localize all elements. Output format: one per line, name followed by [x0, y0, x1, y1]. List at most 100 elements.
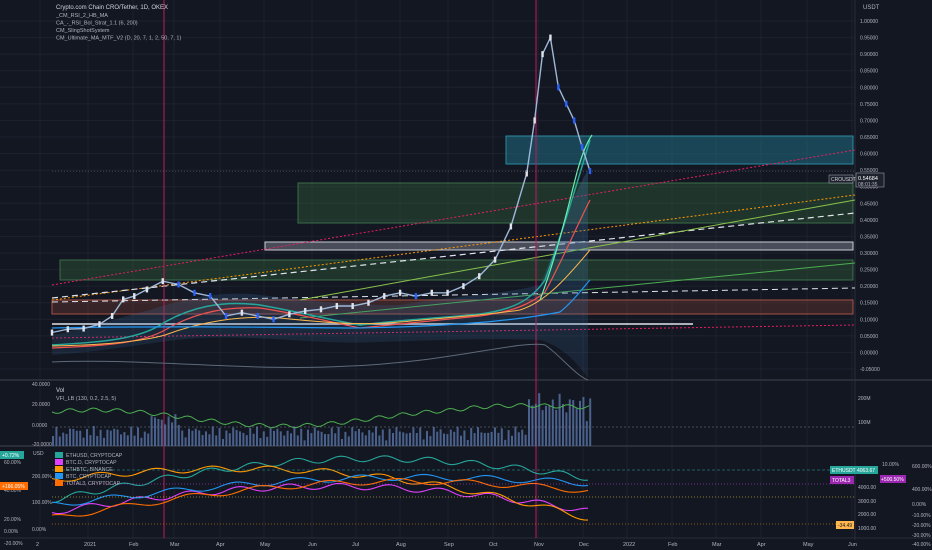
volume-bar [531, 405, 534, 446]
compare-series-line [51, 465, 589, 521]
indicator-label[interactable]: CM_Ultimate_MA_MTF_V2 (D, 20, 7, 1, 2, 5… [56, 36, 181, 42]
price-point [133, 293, 136, 300]
volume-bar [477, 427, 479, 446]
time-axis[interactable]: 2 2021 Feb Mar Apr May Jun Jul Aug Sep Oct Nov Dec 20… [36, 542, 857, 548]
volume-bar [133, 435, 136, 446]
price-point [177, 281, 180, 288]
legend-label[interactable]: BTC.D, CRYPTOCAP [66, 460, 117, 466]
volume-bar [75, 430, 78, 446]
volume-bar [344, 431, 347, 446]
volume-bar [524, 434, 527, 446]
time-tick-label: 2022 [623, 542, 635, 548]
price-tick-label: -0.05000 [860, 367, 880, 373]
volume-bar [368, 430, 371, 446]
ma-green-fast [539, 134, 593, 301]
legend-label[interactable]: ETHUSD, CRYPTOCAP [66, 453, 123, 459]
band-lower [51, 343, 589, 381]
price-point [224, 312, 228, 319]
volume-bar [62, 432, 65, 446]
chart-title: Crypto.com Chain CRO/Tether, 1D, OKEX [56, 5, 168, 11]
ma-teal [51, 139, 591, 346]
time-tick-label: Apr [757, 542, 766, 548]
volume-label: Vol [56, 388, 64, 394]
volume-bar [181, 430, 184, 446]
volume-bar [375, 426, 377, 446]
legend-swatch [55, 452, 63, 458]
indicator-label[interactable]: _CM_RSI_2_HB_MA [55, 13, 108, 19]
legend-label[interactable]: ETHBTC, BINANCE [66, 467, 113, 473]
volume-bar [381, 429, 384, 446]
price-tick-label: 0.30000 [860, 251, 878, 257]
price-point [240, 309, 244, 316]
price-tick-label: 0.20000 [860, 284, 878, 290]
compare-left-tick: 20.00% [4, 517, 22, 523]
volume-bar [256, 426, 258, 446]
compare-right-tick: -30.00% [912, 533, 931, 539]
volume-bar [541, 410, 544, 446]
price-tick-label: 0.55000 [860, 168, 878, 174]
volume-bar [130, 426, 133, 446]
volume-bar [307, 429, 309, 446]
volume-bar [69, 428, 71, 446]
badge-left-2-text: +166.05% [2, 484, 25, 490]
price-tick-label: 0.75000 [860, 102, 878, 108]
volume-bar [235, 429, 238, 446]
price-point [572, 117, 576, 124]
volume-bar [409, 432, 411, 446]
indicator-label[interactable]: CA_-_RSI_Bol_Strat_1.1 (6, 200) [56, 21, 138, 27]
volume-bar [589, 398, 592, 446]
compare-left-tick: 0.00% [4, 529, 19, 535]
volume-bar [310, 433, 313, 446]
compare-right-tick: 0.00% [912, 502, 927, 508]
volume-bar [218, 427, 221, 446]
volume-bar [300, 428, 303, 446]
price-point [533, 117, 536, 124]
volume-bar [164, 424, 167, 446]
price-point [319, 306, 323, 313]
ma-blue [51, 279, 591, 329]
volume-bar [184, 437, 187, 446]
ma-orange [51, 249, 591, 347]
volume-bar [453, 431, 456, 446]
compare-left-tick: 60.00% [4, 460, 22, 466]
volume-bar [470, 427, 473, 446]
volume-bar [215, 435, 218, 446]
volume-bar [174, 414, 177, 446]
volume-bar [432, 426, 435, 446]
volume-bar [317, 430, 320, 446]
volume-bar [283, 435, 286, 446]
badge-bottom [836, 521, 854, 529]
price-tick-label: 0.70000 [860, 118, 878, 124]
compare-series-line [51, 482, 589, 515]
price-point [565, 100, 568, 107]
volume-bar [415, 433, 418, 446]
time-tick-label: Feb [129, 542, 138, 548]
volume-bar [538, 393, 541, 446]
price-point [82, 325, 85, 332]
volume-bar [143, 431, 146, 446]
moving-averages [51, 134, 593, 349]
volume-right-tick: 100M [858, 420, 871, 426]
price-point [303, 308, 307, 314]
legend-label[interactable]: BTC, CRYPTOCAP [66, 474, 112, 480]
volume-bar [514, 426, 517, 446]
compare-mid-tick: 200.00% [32, 474, 52, 480]
badge-total3 [830, 476, 854, 484]
price-axis[interactable]: 1.00000 0.95000 0.90000 0.85000 0.80000 0.750… [860, 19, 880, 373]
compare-right-tick: 400.00% [912, 487, 932, 493]
volume-bar [460, 435, 462, 446]
price-point [193, 289, 196, 296]
volume-bar [385, 440, 388, 446]
badge-ethusd-label: ETHUSDT [832, 468, 856, 474]
time-tick-label: Oct [489, 542, 498, 548]
price-point [367, 299, 370, 306]
trendline-white-dashed-2 [51, 287, 856, 303]
volume-bar [548, 405, 551, 446]
indicator-label[interactable]: CM_SlingShotSystem [56, 28, 110, 34]
badge-total3-value: +500.50% [881, 477, 904, 483]
legend-swatch [55, 459, 63, 465]
legend-label[interactable]: TOTAL3, CRYPTOCAP [66, 481, 121, 487]
price-point [462, 283, 465, 290]
